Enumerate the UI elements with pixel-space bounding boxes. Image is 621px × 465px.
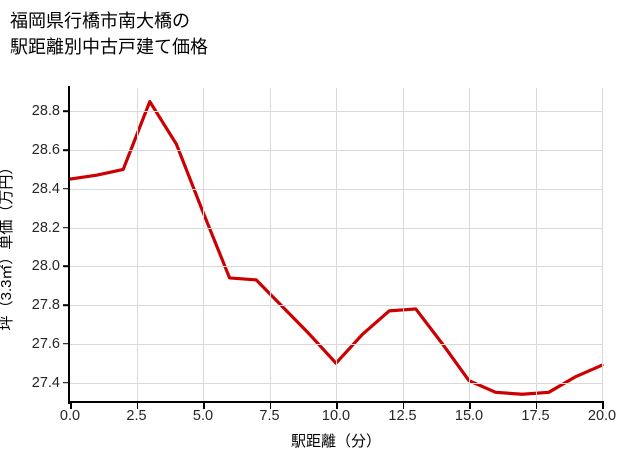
x-tick-mark (70, 403, 72, 409)
x-axis-spine (68, 401, 604, 404)
x-gridline (402, 88, 404, 402)
y-tick-mark (63, 226, 69, 229)
x-tick-mark (469, 403, 471, 409)
x-gridline (203, 88, 204, 402)
x-axis-label: 駅距離（分） (290, 433, 381, 450)
y-tick-label: 28.0 (31, 258, 60, 275)
x-tick-mark (136, 403, 139, 409)
y-tick-label: 28.8 (31, 103, 60, 120)
x-gridline (269, 88, 271, 402)
y-tick-label: 28.2 (31, 219, 60, 236)
x-tick-label: 17.5 (521, 408, 550, 424)
y-tick-mark (63, 265, 69, 268)
x-tick-mark (336, 403, 338, 409)
x-tick-mark (402, 403, 405, 409)
x-tick-mark (602, 403, 604, 409)
y-tick-label: 27.8 (31, 297, 60, 314)
plot-area (68, 88, 604, 402)
y-axis-label: 坪（3.3㎡）単価（万円） (0, 159, 15, 331)
x-gridline (535, 88, 537, 402)
x-tick-mark (269, 403, 272, 409)
chart-title: 福岡県行橋市南大橋の 駅距離別中古戸建て価格 (10, 11, 208, 57)
x-gridline (602, 88, 603, 402)
x-tick-label: 0.0 (59, 408, 81, 424)
x-tick-label: 7.5 (259, 408, 280, 424)
x-tick-label: 10.0 (321, 408, 351, 424)
y-tick-label: 28.6 (31, 142, 60, 159)
x-tick-label: 15.0 (454, 408, 484, 424)
y-tick-mark (63, 110, 69, 113)
x-tick-mark (535, 403, 538, 409)
x-gridline (136, 88, 138, 402)
x-tick-label: 2.5 (126, 408, 147, 424)
x-gridline (336, 88, 337, 402)
y-tick-label: 27.6 (31, 335, 60, 352)
y-axis-spine (68, 86, 71, 404)
y-tick-mark (63, 304, 69, 306)
y-tick-mark (63, 381, 69, 384)
y-tick-label: 28.4 (31, 180, 60, 197)
y-tick-mark (63, 343, 69, 345)
y-tick-mark (63, 149, 69, 151)
y-tick-mark (63, 187, 69, 190)
x-tick-mark (203, 403, 205, 409)
x-tick-label: 20.0 (587, 408, 617, 424)
x-tick-label: 5.0 (192, 408, 214, 424)
y-tick-label: 27.4 (31, 374, 60, 391)
x-tick-label: 12.5 (388, 408, 417, 424)
x-gridline (469, 88, 470, 402)
